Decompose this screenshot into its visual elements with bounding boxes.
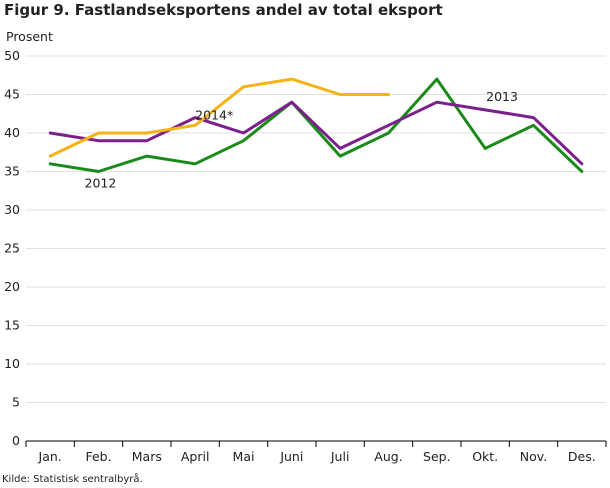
x-tick-label: Des.: [568, 449, 596, 464]
y-tick-label: 20: [4, 279, 20, 294]
series-label: 2014*: [195, 107, 233, 122]
y-axis-label: Prosent: [6, 29, 53, 44]
y-tick-label: 40: [4, 125, 20, 140]
x-tick-label: Okt.: [472, 449, 498, 464]
y-tick-label: 45: [4, 87, 20, 102]
x-tick-label: Feb.: [85, 449, 111, 464]
x-tick-label: Juni: [279, 449, 303, 464]
x-tick-label: Mars: [132, 449, 162, 464]
x-tick-label: April: [181, 449, 210, 464]
x-tick-label: Juli: [330, 449, 350, 464]
y-tick-label: 5: [12, 395, 20, 410]
x-tick-label: Nov.: [520, 449, 547, 464]
source-note: Kilde: Statistisk sentralbyrå.: [2, 474, 143, 485]
y-tick-label: 25: [4, 241, 20, 256]
x-tick-label: Aug.: [374, 449, 402, 464]
y-tick-label: 30: [4, 202, 20, 217]
y-tick-label: 50: [4, 48, 20, 63]
x-tick-label: Sep.: [423, 449, 451, 464]
series-label: 2012: [85, 176, 117, 191]
series-line-2012: [48, 77, 584, 173]
y-tick-label: 15: [4, 318, 20, 333]
y-tick-label: 10: [4, 356, 20, 371]
chart-title: Figur 9. Fastlandseksportens andel av to…: [4, 1, 443, 19]
y-tick-label: 0: [12, 433, 20, 448]
y-tick-label: 35: [4, 164, 20, 179]
x-tick-label: Mai: [233, 449, 255, 464]
series-label: 2013: [486, 89, 518, 104]
series-line-2014: [48, 77, 390, 158]
series-line-2013: [48, 100, 584, 166]
x-tick-label: Jan.: [38, 449, 62, 464]
